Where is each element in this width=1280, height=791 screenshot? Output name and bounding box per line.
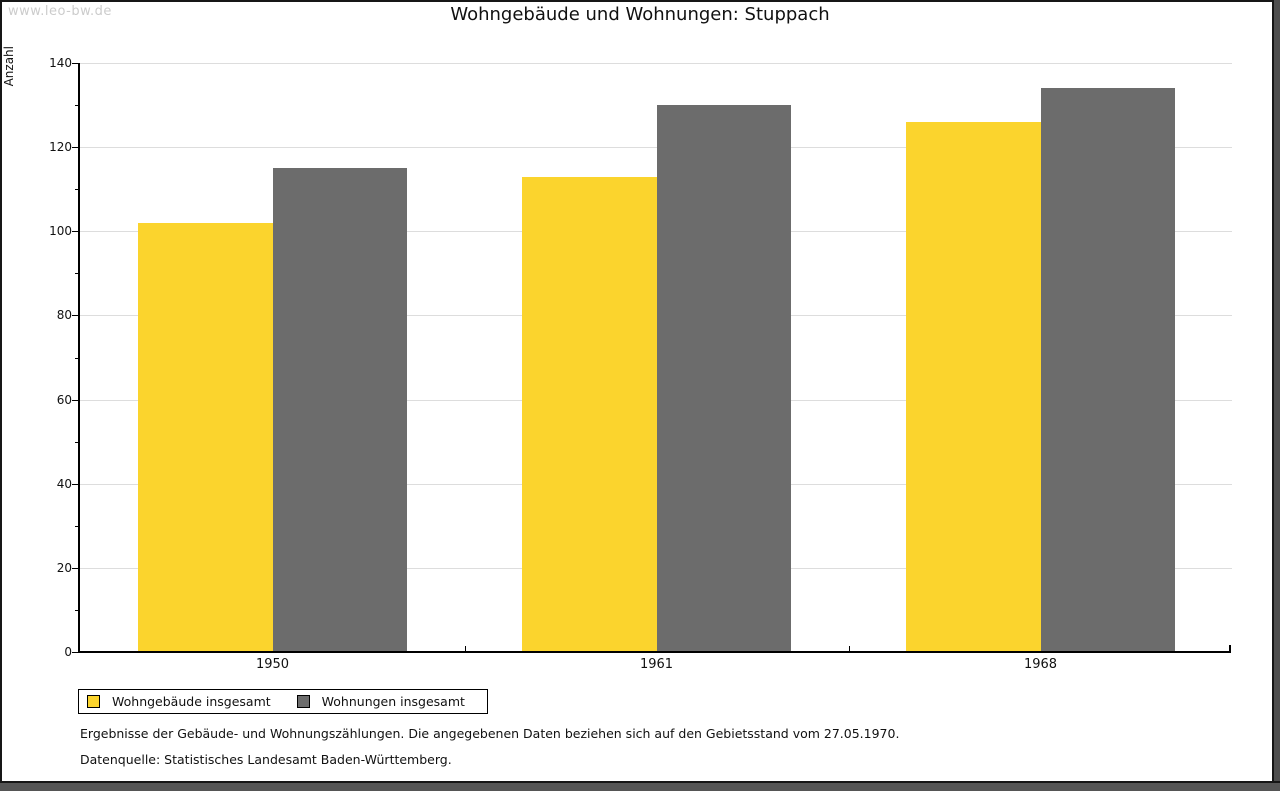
legend-swatch-yellow — [87, 695, 100, 708]
window-border-bottom — [0, 781, 1280, 783]
footnote-source: Datenquelle: Statistisches Landesamt Bad… — [80, 752, 452, 767]
window-border-left — [0, 0, 2, 791]
y-tick-label-120: 120 — [49, 140, 72, 155]
y-major-tick-80 — [72, 315, 80, 317]
y-tick-label-80: 80 — [56, 308, 72, 323]
legend-item-wohnungen: Wohnungen insgesamt — [296, 694, 465, 709]
gridline-120 — [80, 147, 1232, 149]
y-minor-tick-10 — [75, 609, 80, 611]
bar-1968-wohnungen — [1040, 88, 1175, 651]
y-major-tick-0 — [72, 652, 80, 653]
bar-1961-wohngebaeude — [522, 176, 657, 651]
footnote-census: Ergebnisse der Gebäude- und Wohnungszähl… — [80, 726, 900, 741]
window-border-right-strip — [1274, 0, 1280, 791]
y-minor-tick-90 — [75, 273, 80, 275]
x-boundary-tick-1 — [464, 646, 466, 651]
y-major-tick-120 — [72, 147, 80, 149]
legend-label-wohnungen: Wohnungen insgesamt — [321, 694, 465, 709]
window-statusbar — [0, 783, 1280, 791]
y-tick-label-0: 0 — [64, 645, 72, 659]
y-minor-tick-110 — [75, 189, 80, 191]
watermark: www.leo-bw.de — [8, 4, 112, 19]
x-tick-label-1961: 1961 — [639, 657, 674, 672]
window-border-top — [0, 0, 1280, 2]
x-axis-end-tick — [1229, 645, 1231, 651]
chart-legend: Wohngebäude insgesamt Wohnungen insgesam… — [78, 689, 488, 714]
bar-1961-wohnungen — [656, 105, 791, 651]
y-minor-tick-70 — [75, 357, 80, 359]
y-major-tick-20 — [72, 567, 80, 569]
gridline-140 — [80, 63, 1232, 64]
x-tick-label-1968: 1968 — [1023, 657, 1058, 672]
bar-1950-wohnungen — [272, 168, 407, 651]
y-minor-tick-130 — [75, 105, 80, 107]
legend-swatch-gray — [296, 695, 310, 708]
y-major-tick-100 — [72, 231, 80, 233]
y-tick-label-20: 20 — [56, 560, 72, 575]
y-major-tick-40 — [72, 483, 80, 485]
bar-1968-wohngebaeude — [906, 121, 1041, 651]
chart-title: Wohngebäude und Wohnungen: Stuppach — [450, 4, 830, 25]
y-tick-label-140: 140 — [49, 56, 72, 70]
y-minor-tick-30 — [75, 525, 80, 527]
bar-1950-wohngebaeude — [138, 222, 273, 651]
x-tick-label-1950: 1950 — [255, 657, 290, 672]
x-axis-line — [78, 651, 1231, 653]
legend-item-wohngebaeude: Wohngebäude insgesamt — [87, 694, 271, 709]
y-tick-label-60: 60 — [56, 392, 72, 407]
y-axis-line — [78, 63, 80, 653]
y-tick-label-40: 40 — [56, 476, 72, 491]
x-boundary-tick-2 — [848, 646, 850, 651]
window-border-right — [1272, 0, 1274, 791]
legend-label-wohngebaeude: Wohngebäude insgesamt — [112, 694, 271, 709]
y-major-tick-60 — [72, 399, 80, 401]
y-minor-tick-50 — [75, 441, 80, 443]
y-tick-label-100: 100 — [49, 224, 72, 239]
y-major-tick-140 — [72, 63, 80, 64]
